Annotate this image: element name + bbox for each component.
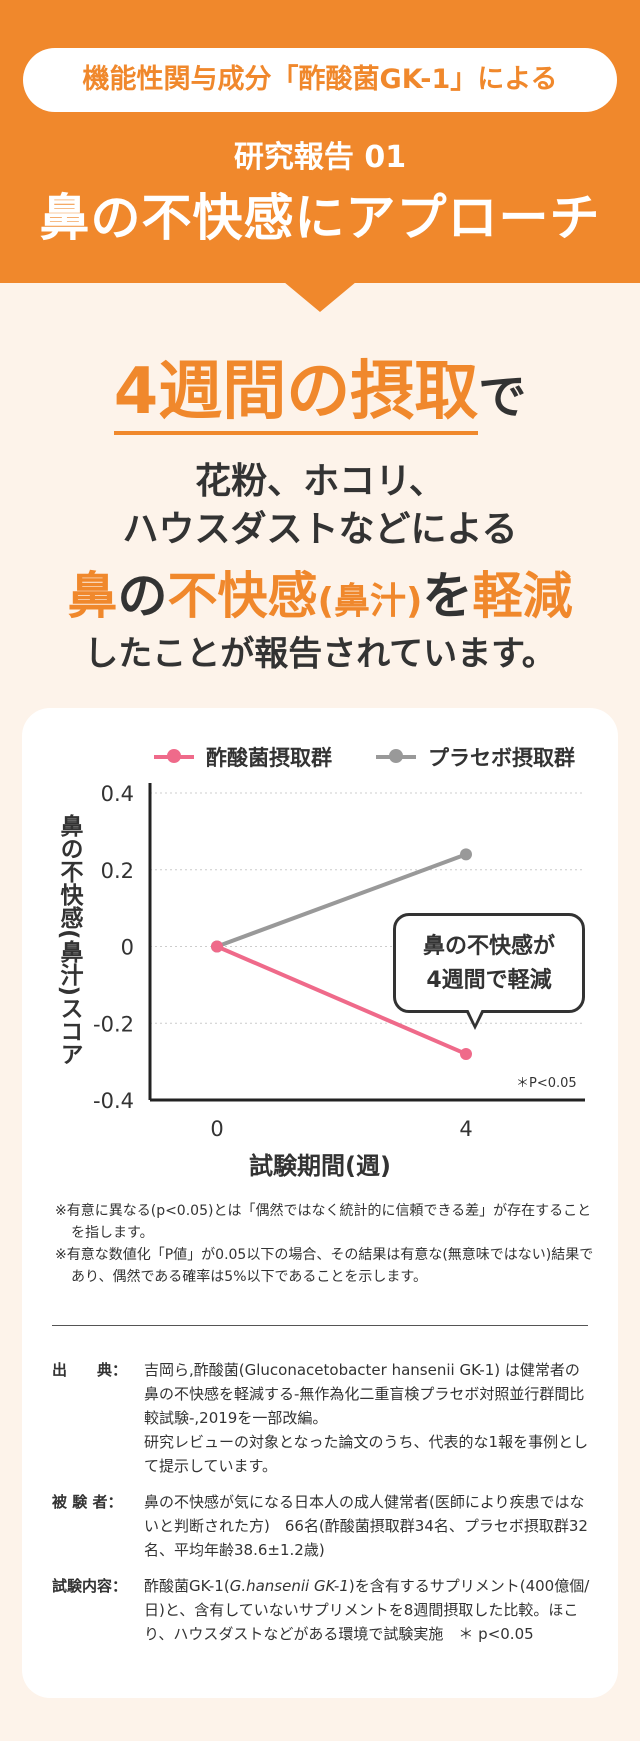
- page-title: 鼻の不快感にアプローチ: [39, 189, 601, 247]
- y-tick-label: -0.2: [93, 1012, 134, 1036]
- claim-discomfort: 不快感: [167, 567, 318, 625]
- callout-line-2: 4週間で軽減: [426, 968, 552, 993]
- ref-content-label: 試験内容：: [52, 1577, 128, 1595]
- legend-label-gk1: 酢酸菌摂取群: [206, 746, 332, 770]
- ref-source-text: 吉岡ら,酢酸菌(Gluconacetobacter hansenii GK-1)…: [144, 1361, 585, 1427]
- claim-line-3: 鼻の不快感(鼻汁)を軽減: [0, 556, 640, 628]
- reference-section: 出 典： 吉岡ら,酢酸菌(Gluconacetobacter hansenii …: [52, 1358, 592, 1658]
- y-tick-label: 0.2: [101, 859, 134, 883]
- x-axis-label: 試験期間(週): [249, 1152, 391, 1180]
- footnote-2: ※有意な数値化「P値」が0.05以下の場合、その結果は有意な(無意味ではない)結…: [55, 1247, 594, 1285]
- ref-source-label: 出 典：: [52, 1361, 128, 1379]
- claim-reduce: 軽減: [472, 567, 573, 625]
- footnote-1: ※有意に異なる(p<0.05)とは「偶然ではなく統計的に信頼できる差」が存在する…: [55, 1203, 592, 1241]
- ref-content-text: 酢酸菌GK-1(G.hansenii GK-1)を含有するサプリメント(400億…: [144, 1574, 592, 1646]
- callout-bubble: 鼻の不快感が 4週間で軽減: [393, 913, 585, 1013]
- ref-subjects: 被 験 者： 鼻の不快感が気になる日本人の成人健常者(医師により疾患ではないと判…: [52, 1490, 592, 1562]
- claim-wo: を: [422, 567, 473, 625]
- ref-content-a: 酢酸菌GK-1(: [144, 1577, 230, 1595]
- lead-highlight: 4週間の摂取: [113, 355, 479, 435]
- divider: [52, 1325, 588, 1326]
- ref-subject-label: 被 験 者：: [52, 1493, 123, 1511]
- legend-dot-gk1: [167, 749, 181, 763]
- legend-label-placebo: プラセボ摂取群: [428, 746, 575, 770]
- x-tick-label: 0: [210, 1117, 223, 1141]
- legend-swatch-placebo: [376, 749, 416, 763]
- y-axis-label-box: 鼻の不快感(鼻汁)スコア: [44, 790, 94, 1090]
- y-tick-label: -0.4: [93, 1089, 134, 1113]
- legend-dot-placebo: [389, 749, 403, 763]
- series-line: [216, 852, 467, 949]
- ref-content-italic: G.hansenii GK-1: [229, 1577, 349, 1595]
- significance-note: ＊P<0.05: [516, 1076, 577, 1091]
- claim-line-4: したことが報告されています。: [84, 634, 556, 674]
- claim-runny-nose: (鼻汁): [317, 581, 423, 622]
- series-line: [216, 944, 467, 1056]
- ref-content: 試験内容： 酢酸菌GK-1(G.hansenii GK-1)を含有するサプリメン…: [52, 1574, 592, 1646]
- ref-source: 出 典： 吉岡ら,酢酸菌(Gluconacetobacter hansenii …: [52, 1358, 592, 1478]
- series-point: [211, 940, 223, 953]
- x-tick-label: 4: [459, 1117, 472, 1141]
- header-notch: [284, 282, 356, 312]
- lead-suffix: で: [478, 369, 527, 425]
- y-axis-label: 鼻の不快感(鼻汁)スコア: [56, 814, 82, 1066]
- ingredient-pill: 機能性関与成分「酢酸菌GK-1」による: [23, 48, 617, 112]
- y-tick-label: 0: [121, 936, 134, 960]
- chart-card: [22, 708, 618, 1698]
- ref-source-note: 研究レビューの対象となった論文のうち、代表的な1報を事例として提示しています。: [144, 1433, 589, 1475]
- legend-item-gk1: 酢酸菌摂取群: [154, 742, 332, 772]
- legend-item-placebo: プラセボ摂取群: [376, 742, 575, 772]
- claim-no: の: [117, 567, 168, 625]
- callout-tail-fill: [468, 1009, 482, 1024]
- claim-line-2: ハウスダストなどによる: [122, 509, 518, 550]
- ref-content-b: )を含有するサプリメント(400億個/日)と、含有していないサプリメントを8週間…: [144, 1577, 590, 1643]
- claim-line-1: 花粉、ホコリ、: [195, 461, 445, 502]
- report-number: 研究報告 01: [233, 140, 407, 175]
- footnotes: ※有意に異なる(p<0.05)とは「偶然ではなく統計的に信頼できる差」が存在する…: [55, 1200, 595, 1288]
- claim-nose: 鼻: [67, 567, 118, 625]
- legend-swatch-gk1: [154, 749, 194, 763]
- lead-headline: 4週間の摂取で: [0, 340, 640, 435]
- header-banner: [0, 0, 640, 283]
- y-tick-label: 0.4: [101, 782, 134, 806]
- series-point: [460, 848, 472, 861]
- callout-line-1: 鼻の不快感が: [422, 934, 555, 959]
- ref-subject-text: 鼻の不快感が気になる日本人の成人健常者(医師により疾患ではないと判断された方) …: [144, 1493, 588, 1559]
- series-point: [460, 1047, 472, 1060]
